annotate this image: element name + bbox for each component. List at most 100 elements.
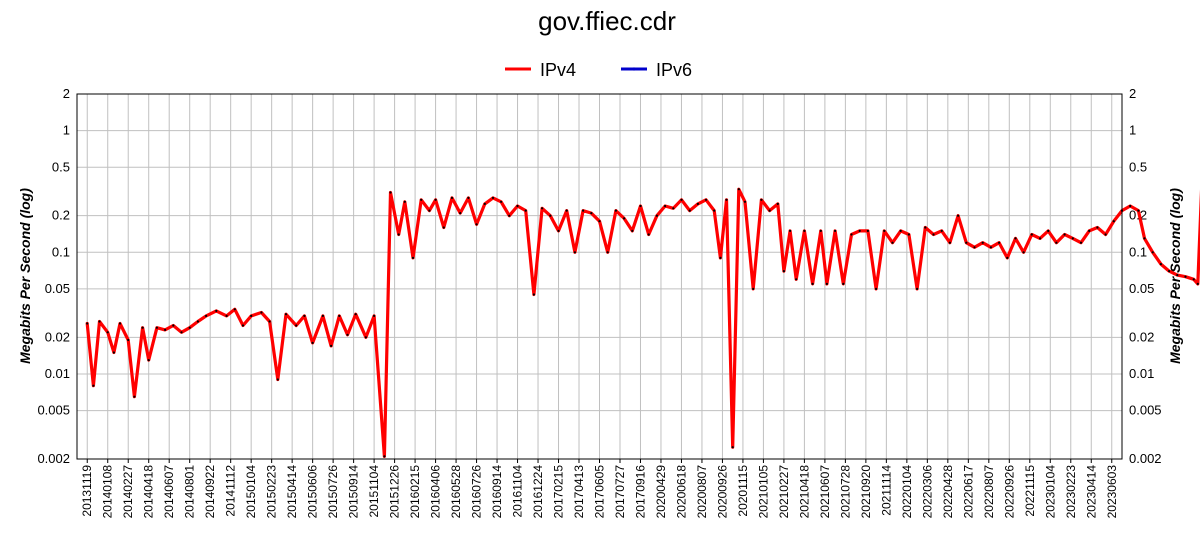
data-point-ipv4 xyxy=(303,314,306,317)
x-tick-label: 20220926 xyxy=(1002,465,1016,519)
data-point-ipv4 xyxy=(916,287,919,290)
data-point-ipv4 xyxy=(1063,233,1066,236)
data-point-ipv4 xyxy=(549,214,552,217)
x-tick-label: 20220807 xyxy=(982,465,996,519)
data-point-ipv4 xyxy=(631,229,634,232)
data-point-ipv4 xyxy=(1071,237,1074,240)
data-point-ipv4 xyxy=(782,270,786,273)
x-tick-label: 20220617 xyxy=(961,465,975,519)
x-tick-label: 20170605 xyxy=(593,465,607,519)
y-tick-label-right: 0.005 xyxy=(1129,403,1162,418)
data-point-ipv4 xyxy=(118,322,122,325)
data-point-ipv4 xyxy=(147,359,150,362)
x-tick-label: 20150414 xyxy=(285,465,299,519)
data-point-ipv4 xyxy=(92,384,95,387)
x-tick-label: 20210418 xyxy=(797,465,811,519)
legend-marker-ipv6 xyxy=(632,67,636,71)
data-point-ipv4 xyxy=(989,246,993,249)
data-point-ipv4 xyxy=(1151,251,1154,254)
x-tick-label: 20150606 xyxy=(306,465,320,519)
x-tick-label: 20161224 xyxy=(531,465,545,519)
data-point-ipv4 xyxy=(725,198,728,201)
data-point-ipv4 xyxy=(891,241,894,244)
data-point-ipv4 xyxy=(532,293,536,296)
data-point-ipv4 xyxy=(850,233,853,236)
x-tick-label: 20140922 xyxy=(203,465,217,519)
data-point-ipv4 xyxy=(899,229,902,232)
y-axis-label-right: Megabits Per Second (log) xyxy=(1167,188,1183,364)
data-point-ipv4 xyxy=(940,229,943,232)
y-tick-label-left: 0.005 xyxy=(37,403,70,418)
data-point-ipv4 xyxy=(215,309,218,312)
y-tick-label-right: 1 xyxy=(1129,123,1136,138)
data-point-ipv4 xyxy=(1159,263,1162,266)
data-point-ipv4 xyxy=(172,324,175,327)
legend-item-ipv6: IPv6 xyxy=(621,60,692,80)
data-point-ipv4 xyxy=(225,314,228,317)
x-tick-label: 20220428 xyxy=(941,465,955,519)
data-point-ipv4 xyxy=(825,282,829,285)
data-point-ipv4 xyxy=(500,200,503,203)
x-tick-label: 20140418 xyxy=(142,465,156,519)
data-point-ipv4 xyxy=(364,336,367,339)
data-point-ipv4 xyxy=(664,204,667,208)
data-point-ipv4 xyxy=(866,229,870,232)
y-tick-label-left: 0.01 xyxy=(45,366,70,381)
data-point-ipv4 xyxy=(383,455,386,458)
y-tick-label-right: 0.01 xyxy=(1129,366,1154,381)
data-point-ipv4 xyxy=(188,326,191,329)
x-tick-label: 20170413 xyxy=(572,465,586,519)
data-point-ipv4 xyxy=(795,278,798,281)
x-tick-label: 20230414 xyxy=(1084,465,1098,519)
data-point-ipv4 xyxy=(241,324,245,327)
data-point-ipv4 xyxy=(719,256,722,259)
x-tick-label: 20160215 xyxy=(408,465,422,519)
data-point-ipv4 xyxy=(811,282,814,285)
data-point-ipv4 xyxy=(743,200,747,203)
data-point-ipv4 xyxy=(260,311,263,314)
data-point-ipv4 xyxy=(403,200,406,203)
y-tick-label-left: 0.002 xyxy=(37,451,70,466)
data-point-ipv4 xyxy=(803,229,806,232)
data-point-ipv4 xyxy=(680,198,683,201)
data-point-ipv4 xyxy=(973,246,976,249)
data-point-ipv4 xyxy=(875,287,878,290)
x-tick-label: 20131119 xyxy=(80,465,94,517)
y-tick-label-left: 0.2 xyxy=(52,208,70,223)
data-point-ipv4 xyxy=(776,202,779,205)
data-point-ipv4 xyxy=(1014,237,1017,240)
y-tick-label-left: 2 xyxy=(63,86,70,101)
data-point-ipv4 xyxy=(981,241,984,244)
data-point-ipv4 xyxy=(623,217,626,220)
data-point-ipv4 xyxy=(450,196,454,199)
data-point-ipv4 xyxy=(346,333,349,336)
data-point-ipv4 xyxy=(819,229,822,232)
x-ticks: 20131119 20140108 20140227 20140418 20140607… xyxy=(80,459,1119,518)
x-tick-label: 20140227 xyxy=(121,465,135,519)
data-point-ipv4 xyxy=(614,209,618,212)
data-point-ipv4 xyxy=(106,331,109,334)
data-point-ipv4 xyxy=(373,314,376,317)
y-axis-label-left: Megabits Per Second (log) xyxy=(17,188,33,364)
data-point-ipv4 xyxy=(268,320,271,323)
data-point-ipv4 xyxy=(467,196,470,199)
x-tick-label: 20150223 xyxy=(265,465,279,519)
y-tick-label-right: 0.02 xyxy=(1129,329,1154,344)
data-point-ipv4 xyxy=(1112,220,1115,223)
data-point-ipv4 xyxy=(965,241,968,244)
legend-label-ipv4: IPv4 xyxy=(540,60,576,80)
data-point-ipv4 xyxy=(311,341,314,344)
data-point-ipv4 xyxy=(590,212,593,215)
data-point-ipv4 xyxy=(389,191,392,194)
data-point-ipv4 xyxy=(655,214,659,217)
legend: IPv4 IPv6 xyxy=(505,60,692,80)
legend-item-ipv4: IPv4 xyxy=(505,60,576,80)
data-point-ipv4 xyxy=(998,241,1001,244)
data-point-ipv4 xyxy=(354,313,357,316)
y-ticks-left: 0.002 0.005 0.01 0.02 0.05 0.1 0.2 0.5 1 2 xyxy=(37,86,70,466)
x-tick-label: 20151104 xyxy=(367,465,381,518)
y-tick-label-left: 0.05 xyxy=(45,281,70,296)
chart-title: gov.ffiec.cdr xyxy=(538,6,676,36)
y-tick-label-right: 2 xyxy=(1129,86,1136,101)
data-point-ipv4 xyxy=(696,202,700,205)
